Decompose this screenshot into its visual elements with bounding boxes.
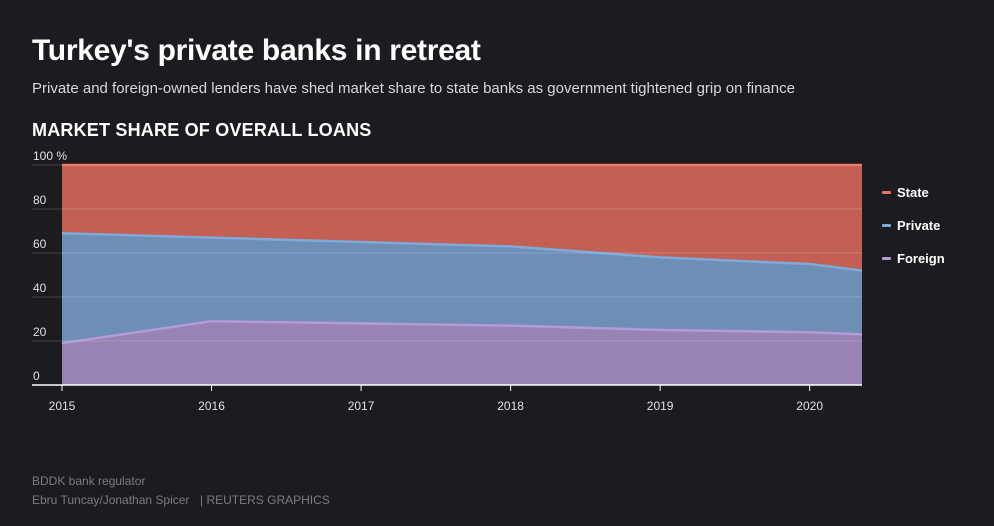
grid-layer <box>32 164 862 386</box>
legend-item-foreign: Foreign <box>882 242 945 275</box>
chart-title: Turkey's private banks in retreat <box>32 34 481 67</box>
area-foreign <box>62 321 862 385</box>
x-tick-label: 2018 <box>497 399 524 413</box>
line-private <box>61 231 863 272</box>
brand-note: | REUTERS GRAPHICS <box>200 493 330 507</box>
x-axis: 2015 2016 2017 2018 2019 2020 <box>49 385 823 413</box>
y-axis: 0 20 40 60 80 100 % <box>33 149 67 383</box>
legend-label-private: Private <box>897 218 941 233</box>
x-tick-label: 2016 <box>198 399 225 413</box>
chart-heading: MARKET SHARE OF OVERALL LOANS <box>32 120 372 140</box>
credit-note: Ebru Tuncay/Jonathan Spicer <box>32 493 190 507</box>
x-tick-label: 2015 <box>49 399 76 413</box>
x-tick-label: 2017 <box>348 399 375 413</box>
legend-item-private: Private <box>882 209 945 242</box>
legend-swatch-private <box>882 224 891 227</box>
chart-subtitle: Private and foreign-owned lenders have s… <box>32 80 795 97</box>
area-layer <box>62 165 862 385</box>
legend: State Private Foreign <box>882 176 945 275</box>
legend-swatch-foreign <box>882 257 891 260</box>
area-state <box>62 165 862 271</box>
y-tick-label: 60 <box>33 237 47 251</box>
x-tick-label: 2019 <box>647 399 674 413</box>
x-tick-label: 2020 <box>796 399 823 413</box>
legend-label-state: State <box>897 185 929 200</box>
y-tick-label: 80 <box>33 193 47 207</box>
legend-swatch-state <box>882 191 891 194</box>
source-note: BDDK bank regulator <box>32 474 146 488</box>
legend-label-foreign: Foreign <box>897 251 945 266</box>
line-layer <box>61 163 863 345</box>
legend-item-state: State <box>882 176 945 209</box>
area-private <box>62 233 862 344</box>
line-foreign <box>61 319 863 345</box>
y-tick-label: 20 <box>33 325 47 339</box>
y-tick-label: 100 % <box>33 149 67 163</box>
y-tick-label: 0 <box>33 369 40 383</box>
y-tick-label: 40 <box>33 281 47 295</box>
